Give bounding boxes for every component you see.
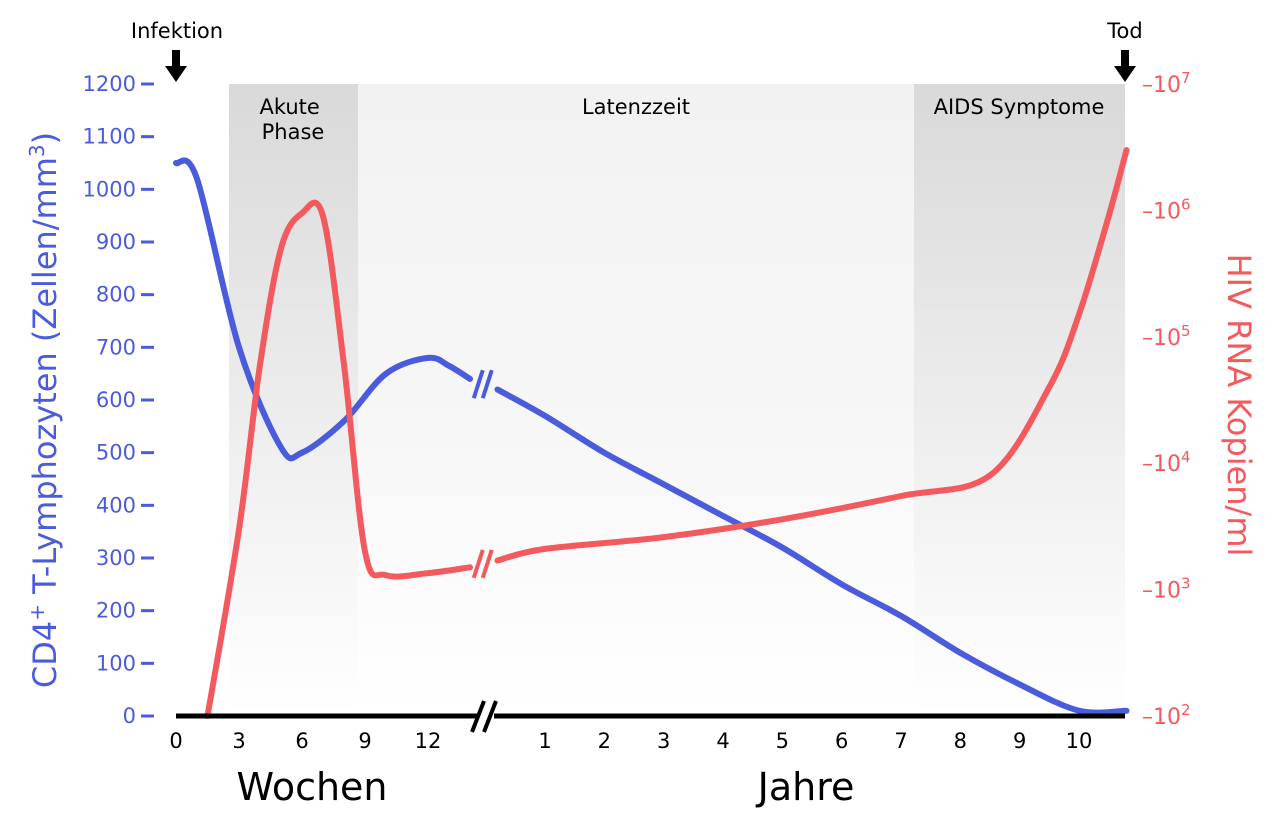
y-left-tick-label: 900: [96, 230, 136, 254]
y-left-tick-label: 1200: [83, 72, 136, 96]
death-arrow-icon: [1114, 50, 1136, 82]
left-axis: 0 100 200 300 400 500 600 700 800 900 1000 1100 1200: [83, 72, 154, 728]
series-curves: [173, 147, 1130, 719]
aids-phase-background: [914, 84, 1125, 714]
y-left-label-part: +: [25, 604, 49, 621]
x-tick-week: 3: [232, 729, 245, 753]
x-tick-year: 5: [776, 729, 789, 753]
x-tick-year: 8: [954, 729, 967, 753]
x-tick-year: 10: [1066, 729, 1093, 753]
x-tick-year: 6: [835, 729, 848, 753]
infection-arrow-icon: [165, 50, 187, 82]
y-axis-right-label: HIV RNA Kopien/ml: [1220, 254, 1258, 557]
phase-label-latency: Latenzzeit: [582, 95, 690, 119]
y-axis-left-label: CD4+ T-Lymphozyten (Zellen/mm3): [25, 132, 64, 688]
cd4-curve-years: [494, 386, 1130, 716]
cd4-curve-break-icon: [471, 369, 494, 399]
infection-label: Infektion: [131, 19, 223, 43]
y-right-tick-label: –103: [1142, 575, 1191, 604]
phase-label-acute-line1: Akute: [259, 95, 319, 119]
x-tick-year: 3: [657, 729, 670, 753]
right-axis: –102 –103 –104 –105 –106 –107: [1142, 69, 1191, 730]
y-right-tick-label: –102: [1142, 701, 1191, 730]
x-tick-year: 7: [894, 729, 907, 753]
phase-label-acute: Akute Phase: [259, 95, 326, 144]
x-tick-week: 9: [358, 729, 371, 753]
y-right-tick-label: –107: [1142, 69, 1191, 98]
y-left-tick-label: 700: [96, 335, 136, 359]
y-left-tick-label: 0: [123, 704, 136, 728]
y-left-tick-label: 100: [96, 651, 136, 675]
x-tick-year: 4: [716, 729, 729, 753]
x-tick-week: 12: [415, 729, 442, 753]
death-label: Tod: [1106, 19, 1142, 43]
x-axis-label-years: Jahre: [756, 765, 855, 809]
y-left-tick-label: 300: [96, 546, 136, 570]
x-axis-break-icon: [470, 700, 498, 733]
phase-label-aids: AIDS Symptome: [934, 95, 1105, 119]
latency-phase-background: [358, 84, 914, 714]
y-right-tick-label: –104: [1142, 448, 1191, 477]
y-left-label-part: CD4: [26, 621, 64, 688]
y-right-tick-label: –106: [1142, 195, 1191, 224]
x-axis-label-weeks: Wochen: [236, 765, 387, 809]
y-left-tick-label: 200: [96, 599, 136, 623]
acute-phase-background: [229, 84, 358, 714]
y-left-label-part: T-Lymphozyten (Zellen/mm: [26, 157, 64, 604]
y-right-tick-label: –105: [1142, 322, 1191, 351]
y-left-label-part: ): [26, 132, 64, 144]
y-left-tick-label: 800: [96, 283, 136, 307]
y-left-tick-label: 600: [96, 388, 136, 412]
cd4-curve-weeks: [173, 157, 473, 462]
x-tick-week: 0: [169, 729, 182, 753]
y-left-tick-label: 1000: [83, 177, 136, 201]
x-tick-week: 6: [295, 729, 308, 753]
y-left-label-part: 3: [25, 144, 49, 157]
y-left-tick-label: 500: [96, 441, 136, 465]
hiv-rna-curve-years: [494, 147, 1130, 564]
x-tick-year: 1: [538, 729, 551, 753]
x-axis-ticks: 0 3 6 9 12 1 2 3 4 5 6 7 8 9 10: [169, 729, 1092, 753]
hiv-rna-curve-break-icon: [471, 549, 494, 579]
x-tick-year: 9: [1013, 729, 1026, 753]
y-left-tick-label: 400: [96, 493, 136, 517]
phase-label-acute-line2: Phase: [262, 120, 325, 144]
x-tick-year: 2: [598, 729, 611, 753]
hiv-rna-curve-weeks: [204, 199, 473, 719]
y-left-tick-label: 1100: [83, 125, 136, 149]
